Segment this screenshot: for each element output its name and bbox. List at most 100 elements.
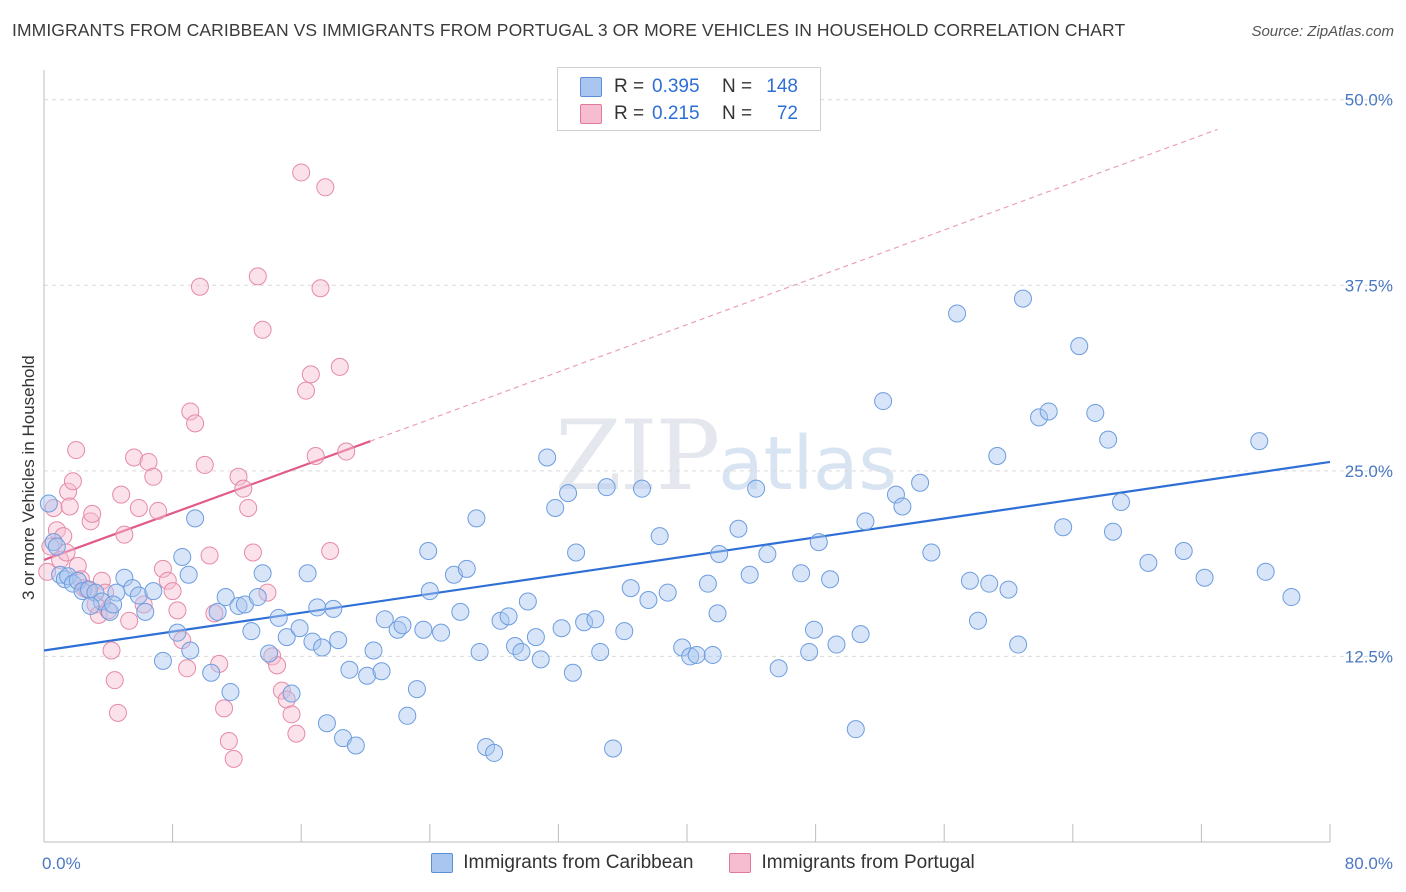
portugal-point [125,448,144,467]
caribbean-point [136,602,155,621]
caribbean-point [740,565,759,584]
caribbean-point [874,392,893,411]
portugal-point [60,497,79,516]
caribbean-point [597,478,616,497]
caribbean-point [893,497,912,516]
caribbean-point [687,645,706,664]
portugal-point [81,512,100,531]
caribbean-point [407,680,426,699]
caribbean-point [1039,402,1058,421]
caribbean-point [586,610,605,629]
caribbean-point [181,641,200,660]
portugal-point [112,485,131,504]
caribbean-point [512,642,531,661]
portugal-point [200,546,219,565]
caribbean-point [451,602,470,621]
caribbean-point [988,447,1007,465]
axes [43,70,1331,843]
caribbean-point [375,610,394,629]
portugal-trend-line [43,440,371,561]
caribbean-point [186,509,205,528]
portugal-point [253,320,272,339]
caribbean-point [470,642,489,661]
portugal-point [63,472,82,491]
caribbean-point [546,498,565,517]
caribbean-point [968,611,987,630]
y-tick-label: 50.0% [1345,91,1393,110]
portugal-point [57,543,76,562]
portugal-point [239,498,258,517]
legend-row-caribbean: R = 0.395 N = 148 [580,75,798,99]
grid-lines [44,99,1392,657]
caribbean-point [1250,432,1269,451]
legend-n-label: N = [722,103,753,124]
portugal-point [168,601,187,620]
caribbean-point [340,660,359,679]
y-tick-label: 37.5% [1345,276,1393,295]
caribbean-point [632,479,651,498]
bottom-legend-portugal: Immigrants from Portugal [729,852,975,874]
chart-title: IMMIGRANTS FROM CARIBBEAN VS IMMIGRANTS … [12,20,1126,40]
caribbean-point [800,642,819,661]
portugal-trend-extension [370,128,1218,442]
portugal-point [263,647,282,666]
caribbean-point [575,613,594,632]
caribbean-point [621,579,640,598]
caribbean-point [73,582,92,601]
caribbean-point [216,588,235,607]
caribbean-point [922,543,941,562]
portugal-point [297,381,316,400]
caribbean-point [346,736,365,755]
caribbean-point [208,602,227,621]
caribbean-point [308,598,327,617]
caribbean-point [81,596,100,615]
caribbean-point [827,635,846,654]
portugal-point [144,467,163,486]
caribbean-point [364,641,383,660]
caribbean-point [729,519,748,538]
watermark-atlas: atlas [718,421,898,507]
portugal-point [92,571,111,590]
caribbean-point [526,628,545,647]
portugal-point [181,402,200,421]
caribbean-point [804,620,823,639]
portugal-point [186,414,205,433]
caribbean-point [1013,289,1032,308]
tick-labels: 12.5% 25.0% 37.5% 50.0% 0.0% 80.0% [42,91,1393,873]
caribbean-point [179,565,198,584]
caribbean-point [324,599,343,618]
caribbean-point [467,509,486,528]
caribbean-point [144,582,163,601]
caribbean-point [1009,635,1028,654]
caribbean-point [911,473,930,492]
portugal-point [272,681,291,700]
caribbean-point [809,533,828,552]
portugal-point [120,611,139,630]
caribbean-point [173,547,192,566]
portugal-point [134,595,153,614]
caribbean-point [47,537,66,556]
caribbean-point [168,623,187,642]
caribbean-point [1030,408,1049,427]
caribbean-point [153,651,172,670]
portugal-point [108,703,127,722]
legend-n-label: N = [722,76,753,97]
caribbean-point [552,619,571,638]
caribbean-point [615,622,634,641]
caribbean-point [559,484,578,503]
caribbean-point [485,743,504,762]
portugal-point [243,543,262,562]
caribbean-point [414,620,433,639]
caribbean-point [420,582,439,601]
caribbean-point [960,571,979,590]
caribbean-point [758,544,777,563]
portugal-point [316,178,335,197]
caribbean-point [229,596,248,615]
caribbean-point [398,706,417,725]
caribbean-point [86,583,105,602]
portugal-point [178,659,197,678]
caribbean-point [658,583,677,602]
caribbean-point [358,666,377,685]
x-tick-label: 80.0% [1345,854,1393,873]
caribbean-point [39,494,58,513]
